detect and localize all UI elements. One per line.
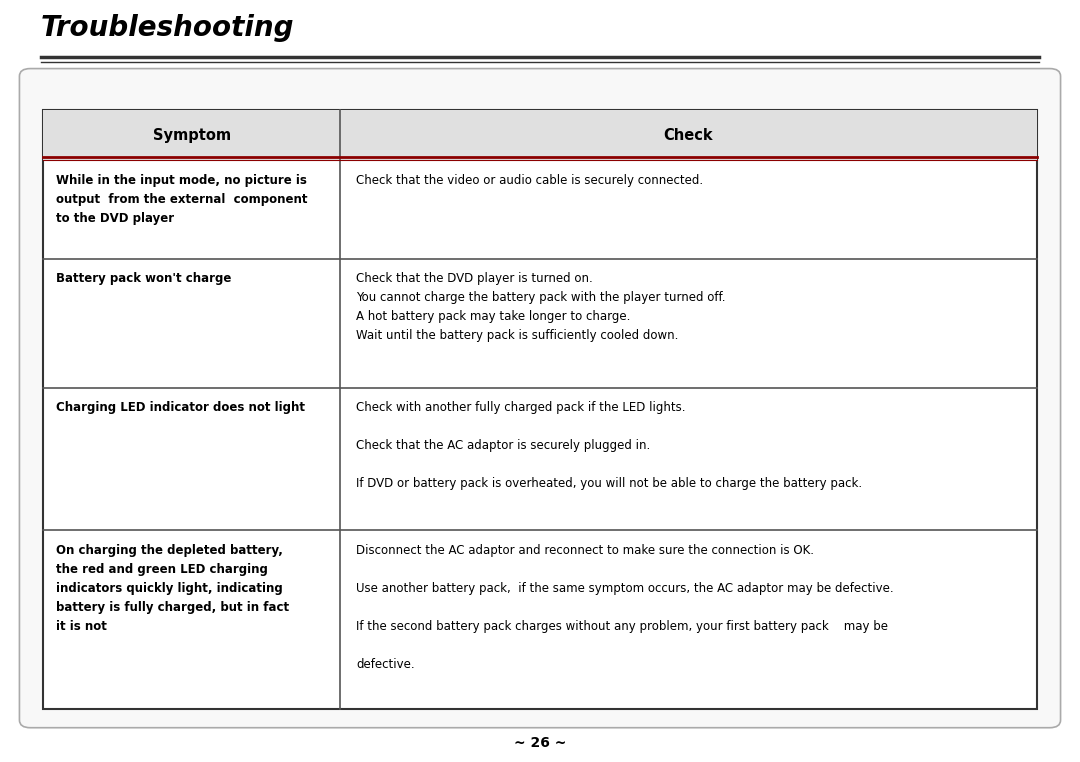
Bar [43, 110, 1037, 709]
Text: While in the input mode, no picture is
output  from the external  component
to t: While in the input mode, no picture is o… [56, 174, 308, 225]
Text: Disconnect the AC adaptor and reconnect to make sure the connection is OK.

Use : Disconnect the AC adaptor and reconnect … [356, 544, 894, 671]
Text: Check with another fully charged pack if the LED lights.

Check that the AC adap: Check with another fully charged pack if… [356, 402, 863, 491]
Text: Battery pack won't charge: Battery pack won't charge [56, 273, 231, 286]
Text: Troubleshooting: Troubleshooting [41, 14, 295, 42]
Text: Check that the video or audio cable is securely connected.: Check that the video or audio cable is s… [356, 174, 703, 187]
Text: On charging the depleted battery,
the red and green LED charging
indicators quic: On charging the depleted battery, the re… [56, 544, 289, 633]
Text: Check that the DVD player is turned on.
You cannot charge the battery pack with : Check that the DVD player is turned on. … [356, 273, 726, 342]
Text: Check: Check [664, 128, 713, 142]
Text: Charging LED indicator does not light: Charging LED indicator does not light [56, 402, 306, 415]
Text: Symptom: Symptom [152, 128, 231, 142]
Text: ~ 26 ~: ~ 26 ~ [514, 736, 566, 750]
FancyBboxPatch shape [19, 69, 1061, 728]
Bar [43, 110, 1037, 160]
